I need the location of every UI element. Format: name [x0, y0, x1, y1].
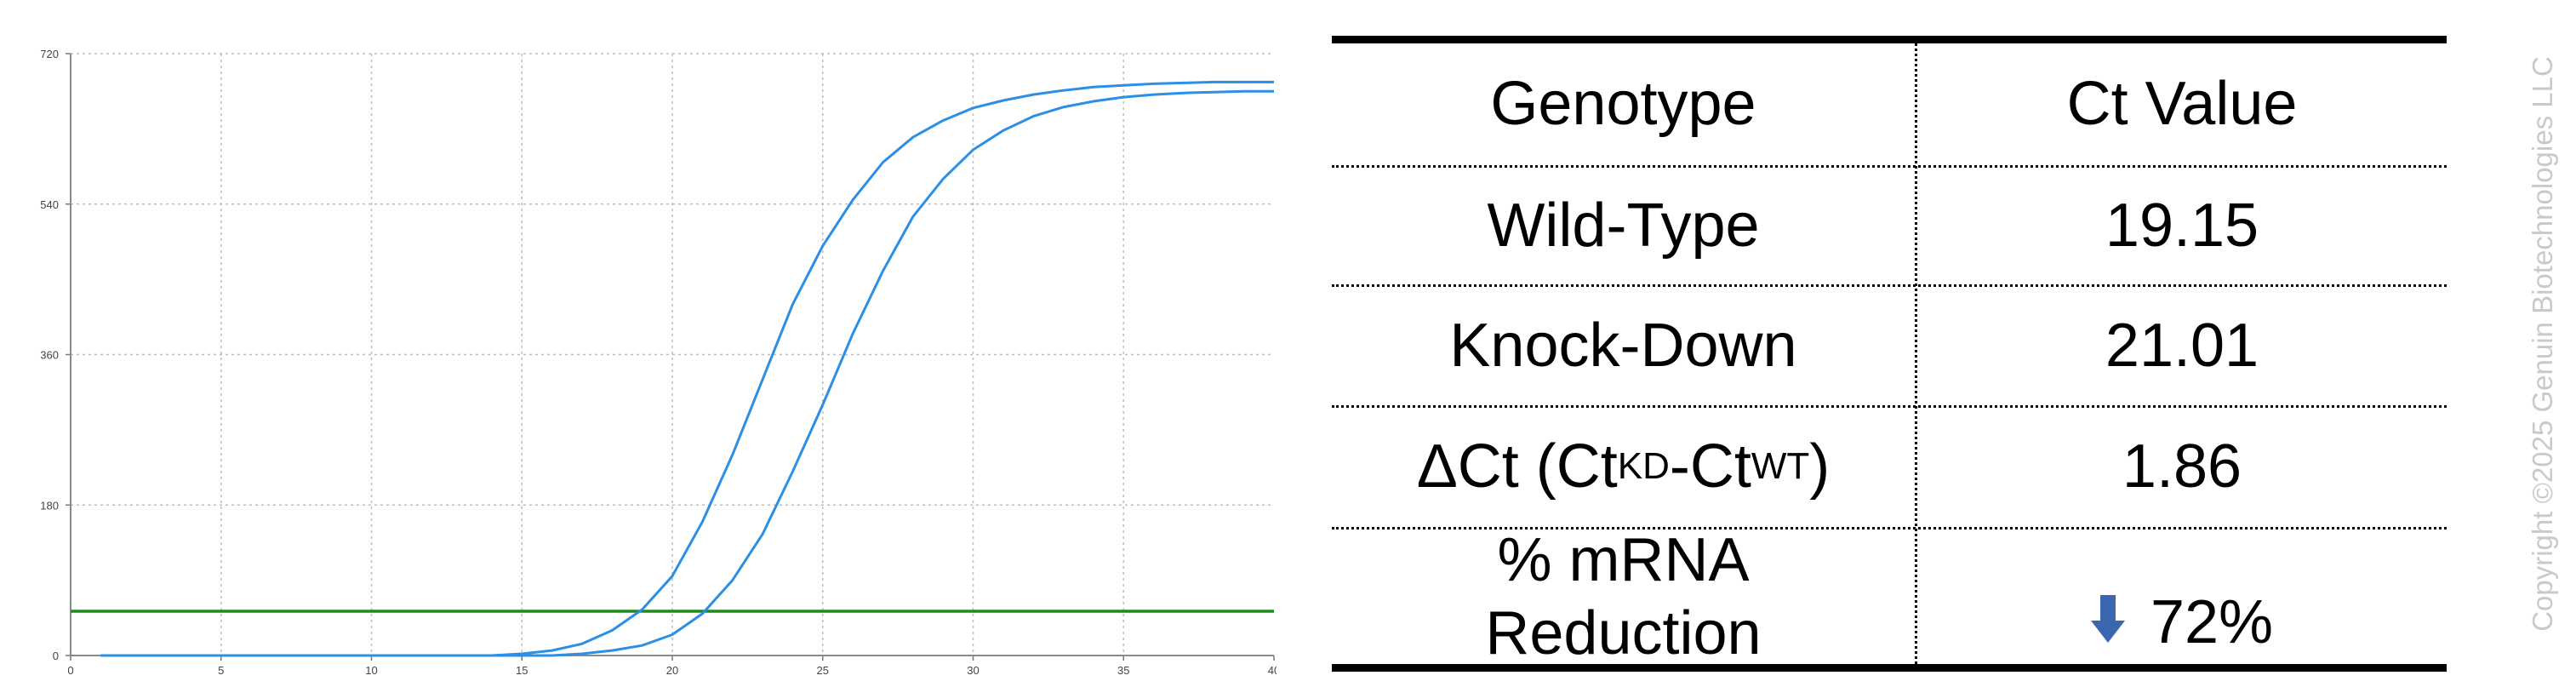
x-tick-label: 40	[1268, 664, 1277, 677]
row-divider	[1332, 405, 2447, 408]
row-delta-ct-label: ΔCt (Ct KD -Ct WT)	[1332, 408, 1915, 525]
copyright-watermark: Copyright ©2025 Genuin Biotechnologies L…	[2527, 56, 2558, 632]
delta-ct-suffix: )	[1809, 432, 1831, 501]
delta-ct-prefix: ΔCt (Ct	[1416, 432, 1618, 501]
grid-layer	[71, 53, 1274, 656]
x-tick-label: 10	[365, 664, 377, 677]
x-tick-label: 5	[218, 664, 224, 677]
header-ct-value: Ct Value	[2066, 70, 2298, 138]
reduction-line-2: Reduction	[1485, 599, 1762, 667]
row-divider	[1332, 527, 2447, 530]
row-wild-type-ct: 19.15	[2105, 191, 2259, 260]
x-tick-label: 25	[817, 664, 829, 677]
reduction-line-1: % mRNA	[1497, 525, 1750, 594]
row-delta-ct-value: 1.86	[2122, 432, 2242, 501]
column-divider	[1915, 43, 1917, 664]
y-tick-label: 360	[40, 349, 59, 362]
delta-ct-mid: -Ct	[1669, 432, 1751, 501]
x-tick-label: 30	[967, 664, 979, 677]
y-tick-label: 540	[40, 198, 59, 211]
delta-ct-sub-wt: WT	[1751, 445, 1810, 487]
row-reduction-value: 72%	[1917, 581, 2447, 664]
row-divider	[1332, 165, 2447, 168]
y-tick-label: 0	[53, 650, 59, 662]
delta-ct-sub-kd: KD	[1617, 445, 1670, 487]
table-top-rule	[1332, 36, 2447, 43]
x-tick-label: 15	[516, 664, 528, 677]
row-knock-down-label: Knock-Down	[1449, 311, 1797, 380]
axis-layer: 0 5 10 15 20 25 30 35 40 0 180 360 540 720	[40, 48, 1277, 677]
row-knock-down-ct: 21.01	[2105, 311, 2259, 380]
series-layer	[71, 80, 1274, 657]
x-tick-label: 20	[666, 664, 678, 677]
down-arrow-icon	[2090, 592, 2125, 653]
amplification-curve-1	[100, 80, 1274, 657]
y-tick-label: 180	[40, 499, 59, 512]
table-bottom-rule	[1332, 664, 2447, 672]
reduction-percent: 72%	[2150, 588, 2274, 656]
header-genotype: Genotype	[1490, 70, 1756, 138]
row-divider	[1332, 284, 2447, 287]
row-wild-type-label: Wild-Type	[1487, 191, 1760, 260]
x-tick-label: 0	[67, 664, 73, 677]
amplification-curve-2	[100, 89, 1274, 657]
row-reduction-label: % mRNA Reduction	[1332, 526, 1915, 667]
y-tick-label: 720	[40, 48, 59, 60]
x-tick-label: 35	[1117, 664, 1129, 677]
ct-value-table: Genotype Ct Value Wild-Type 19.15 Knock-…	[1332, 36, 2447, 674]
amplification-chart: 0 5 10 15 20 25 30 35 40 0 180 360 540 720	[40, 48, 1277, 677]
